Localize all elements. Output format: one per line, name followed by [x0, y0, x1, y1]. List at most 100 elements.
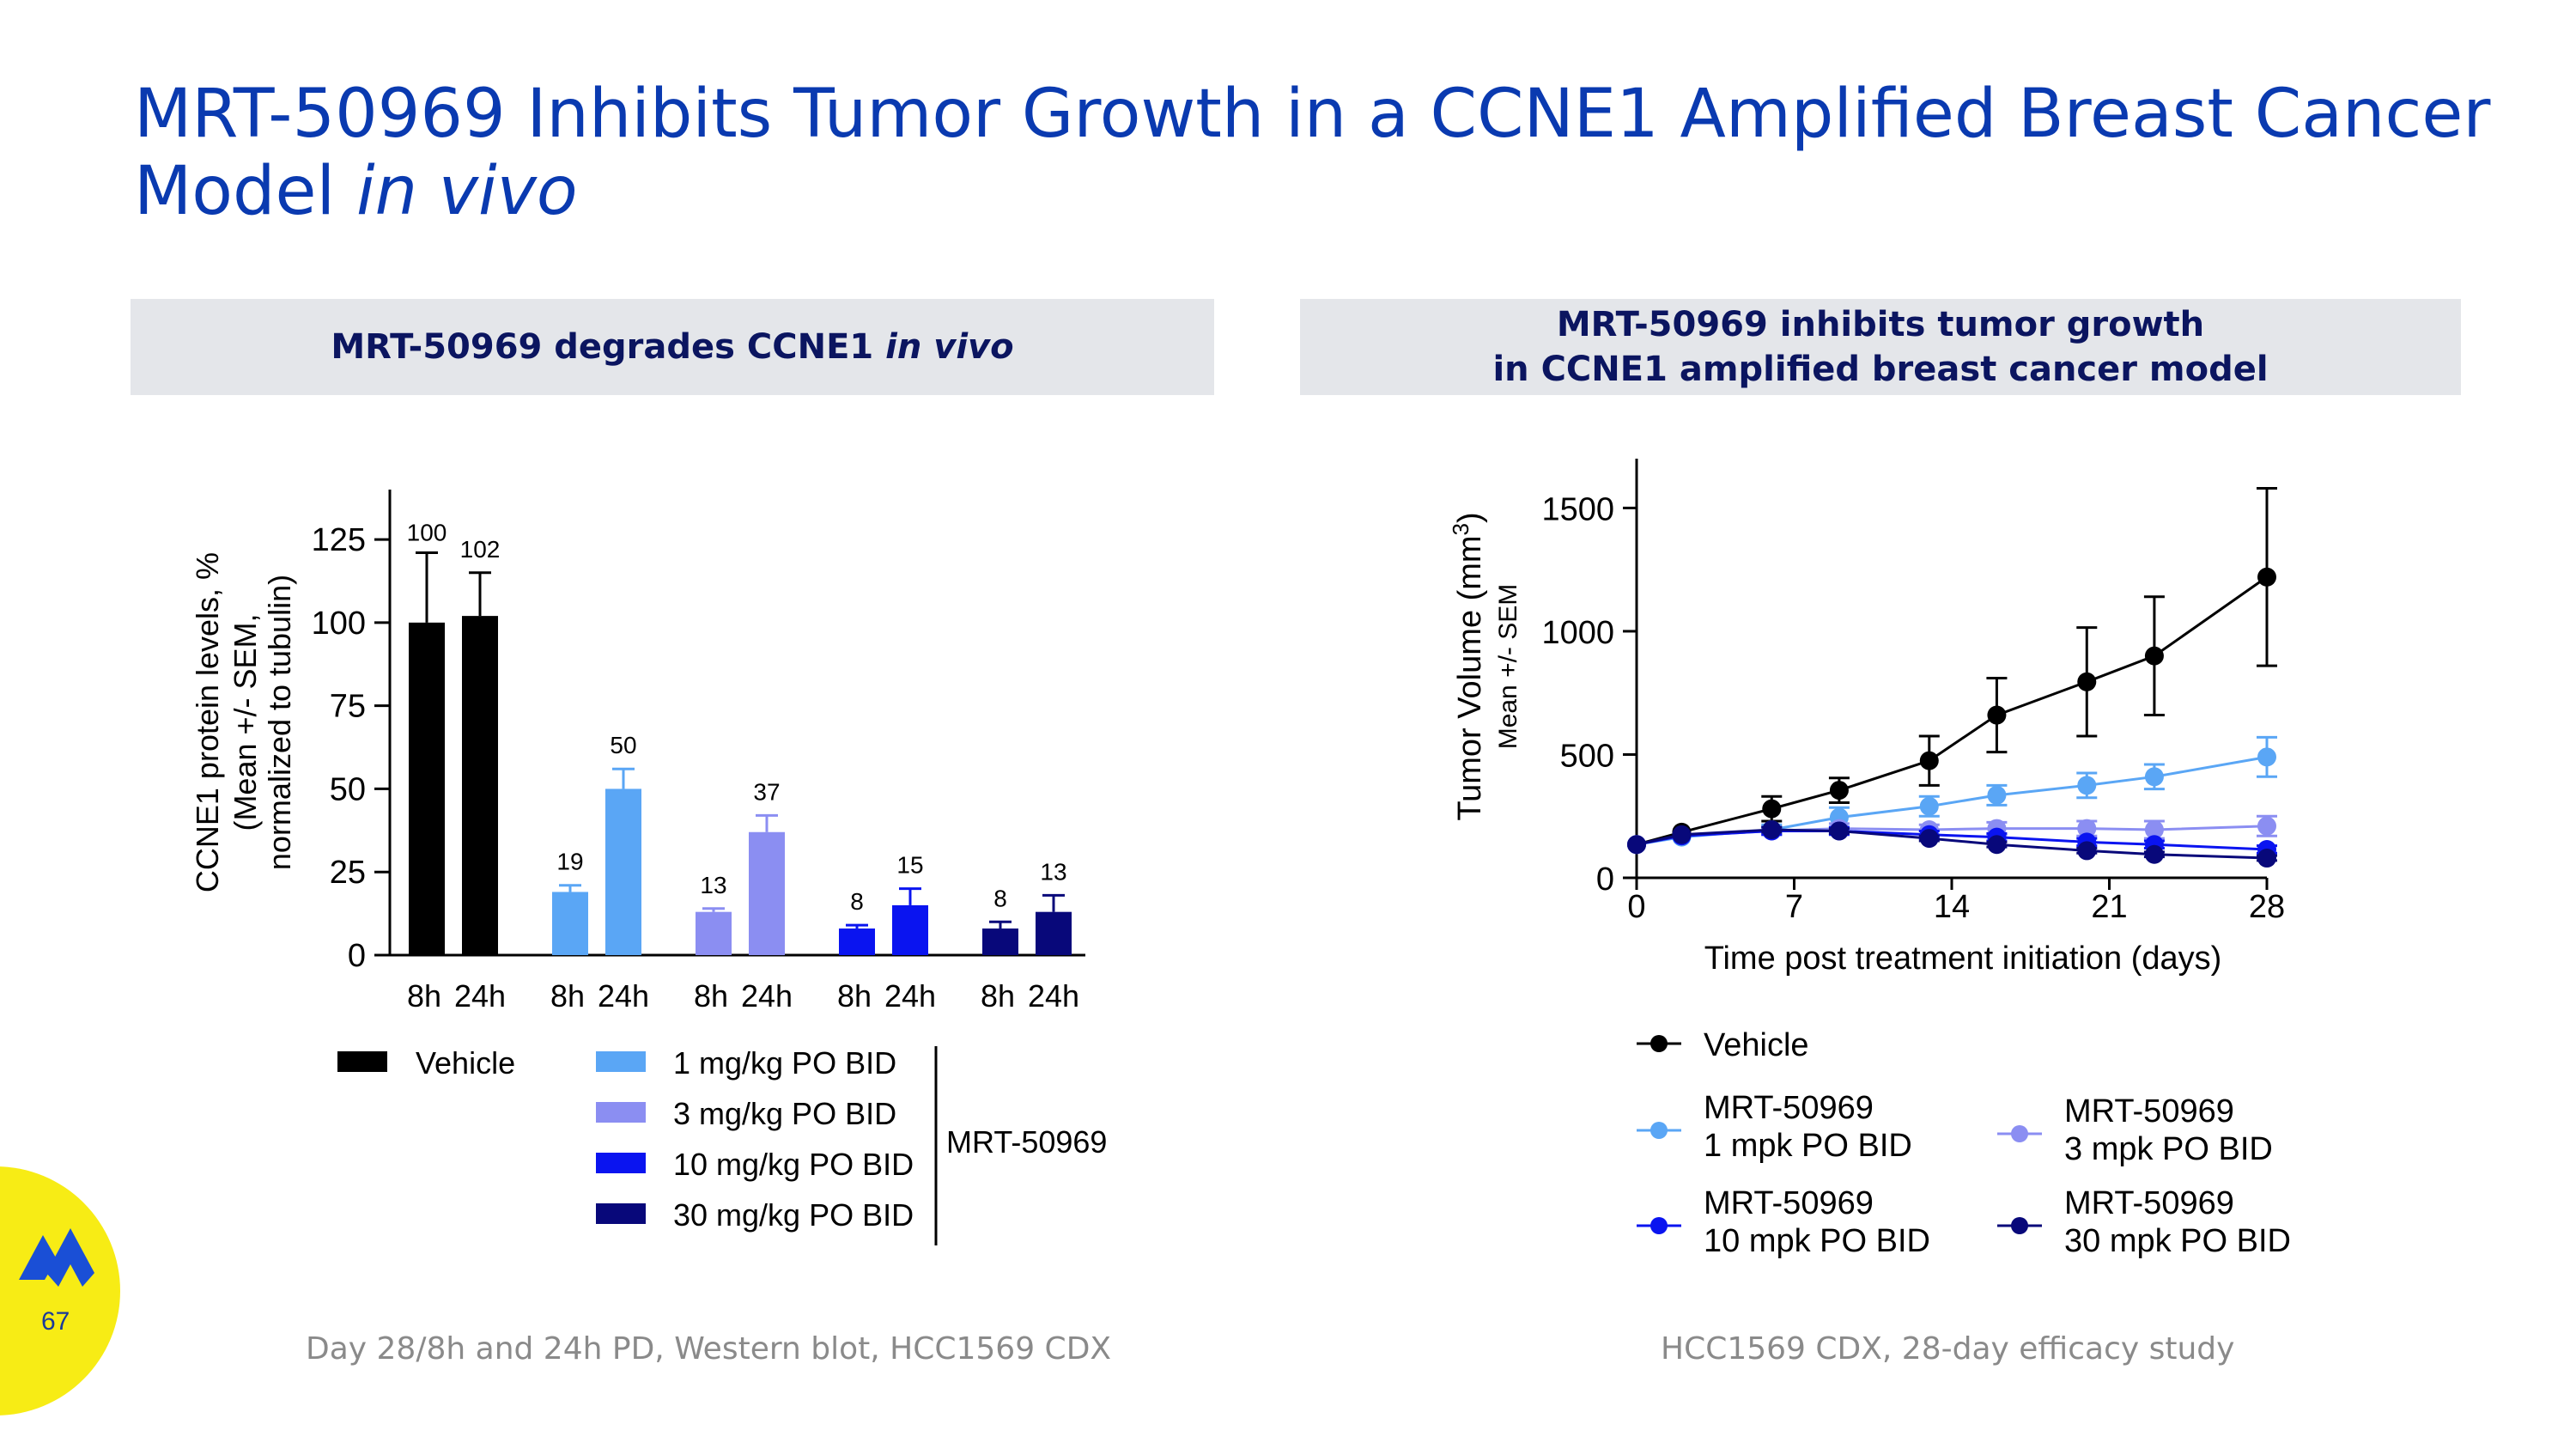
- line-y-axis-sublabel: Mean +/- SEM: [1494, 584, 1522, 750]
- left-panel-heading: MRT-50969 degrades CCNE1 in vivo: [131, 299, 1214, 395]
- line-legend-marker: [2011, 1217, 2028, 1234]
- line-y-label-main: Tumor Volume (mm: [1452, 535, 1488, 820]
- line-x-tick-label: 28: [2249, 889, 2285, 925]
- line-point: [2257, 747, 2276, 767]
- footnote-left: Day 28/8h and 24h PD, Western blot, HCC1…: [306, 1331, 1112, 1367]
- line-point: [1919, 751, 1939, 770]
- line-point: [1762, 820, 1782, 840]
- line-x-tick-label: 14: [1934, 889, 1970, 925]
- bar-data-label: 19: [556, 849, 583, 875]
- bar-x-tick-label: 8h: [407, 978, 441, 1014]
- bar: [1036, 911, 1072, 955]
- left-heading-plain: MRT-50969 degrades CCNE1: [331, 327, 886, 367]
- right-panel-heading: MRT-50969 inhibits tumor growth in CCNE1…: [1300, 299, 2461, 395]
- line-legend-marker: [1650, 1217, 1668, 1234]
- line-point: [2257, 849, 2276, 868]
- bar-x-tick-label: 24h: [741, 978, 793, 1014]
- line-point: [1987, 705, 2007, 725]
- title-line-1: MRT-50969 Inhibits Tumor Growth in a CCN…: [134, 76, 2491, 153]
- bar-legend-label: 1 mg/kg PO BID: [673, 1045, 896, 1081]
- line-legend-marker: [2011, 1125, 2028, 1142]
- bar-data-label: 8: [850, 888, 864, 915]
- line-legend-label: 10 mpk PO BID: [1704, 1223, 1930, 1259]
- page-number: 67: [41, 1307, 70, 1336]
- line-x-tick-label: 0: [1627, 889, 1645, 925]
- line-point: [2077, 819, 2097, 838]
- line-point: [1987, 785, 2007, 805]
- line-point: [1627, 835, 1646, 855]
- line-point: [2257, 816, 2276, 836]
- bar-legend-label: 10 mg/kg PO BID: [673, 1147, 914, 1182]
- line-point: [2257, 567, 2276, 587]
- line-y-tick-label: 1500: [1541, 491, 1614, 527]
- line-y-tick-label: 1000: [1541, 615, 1614, 651]
- line-legend-label: MRT-50969: [1704, 1090, 1874, 1126]
- bar-legend-label: 3 mg/kg PO BID: [673, 1096, 896, 1131]
- bar-data-label: 102: [460, 536, 501, 563]
- bar-data-label: 100: [407, 520, 447, 546]
- bar: [839, 928, 875, 955]
- bar-x-tick-label: 24h: [598, 978, 649, 1014]
- bar-x-tick-label: 24h: [454, 978, 506, 1014]
- line-legend-label: 3 mpk PO BID: [2064, 1131, 2273, 1167]
- page-title: MRT-50969 Inhibits Tumor Growth in a CCN…: [134, 76, 2521, 230]
- bar-data-label: 13: [700, 872, 726, 898]
- line-legend-marker: [1650, 1122, 1668, 1139]
- line-point: [1987, 835, 2007, 855]
- line-series: [1636, 575, 2268, 846]
- bar-x-tick-label: 8h: [837, 978, 872, 1014]
- bar: [552, 892, 588, 955]
- title-line-2-plain: Model: [134, 153, 356, 230]
- bar-x-tick-label: 24h: [1028, 978, 1079, 1014]
- line-point: [2077, 776, 2097, 795]
- bar: [462, 616, 498, 955]
- line-legend-label: 1 mpk PO BID: [1704, 1128, 1912, 1164]
- line-point: [1919, 796, 1939, 816]
- bar-data-label: 13: [1040, 858, 1066, 885]
- line-legend-label: MRT-50969: [2064, 1185, 2234, 1221]
- bar-data-label: 37: [753, 778, 780, 805]
- line-point: [2144, 646, 2164, 666]
- right-heading-line-2: in CCNE1 amplified breast cancer model: [1492, 350, 2269, 389]
- line-point: [2144, 820, 2164, 840]
- line-point: [1919, 829, 1939, 849]
- line-point: [1829, 821, 1849, 841]
- line-point: [2144, 767, 2164, 787]
- line-x-tick-label: 7: [1785, 889, 1803, 925]
- bar-y-axis-label: (Mean +/- SEM,: [228, 613, 263, 831]
- line-x-tick-label: 21: [2091, 889, 2127, 925]
- bar-y-tick-label: 0: [348, 938, 366, 974]
- bar: [605, 788, 641, 955]
- bar-legend-swatch: [596, 1102, 646, 1123]
- bar-y-tick-label: 100: [312, 606, 366, 642]
- line-point: [1672, 825, 1692, 844]
- bar-x-tick-label: 24h: [884, 978, 936, 1014]
- bar-y-tick-label: 125: [312, 522, 366, 558]
- bar-data-label: 8: [993, 885, 1007, 911]
- bar-legend-bracket-label: MRT-50969: [946, 1124, 1107, 1160]
- line-y-tick-label: 500: [1560, 738, 1614, 774]
- line-point: [2077, 841, 2097, 861]
- bar-y-tick-label: 25: [330, 855, 366, 891]
- line-legend-label: Vehicle: [1704, 1027, 1809, 1063]
- line-x-axis-label: Time post treatment initiation (days): [1704, 941, 2222, 977]
- footnote-right: HCC1569 CDX, 28-day efficacy study: [1661, 1331, 2235, 1367]
- bar-y-axis-label: normalized to tubulin): [262, 575, 297, 870]
- line-point: [2144, 844, 2164, 864]
- title-line-2-italic: in vivo: [355, 153, 578, 230]
- bar-y-tick-label: 75: [330, 689, 366, 725]
- bar-y-tick-label: 50: [330, 771, 366, 807]
- line-point: [1829, 781, 1849, 801]
- bar: [892, 904, 928, 955]
- bar-x-tick-label: 8h: [981, 978, 1015, 1014]
- bar-legend-swatch: [596, 1203, 646, 1224]
- bar-legend-label: 30 mg/kg PO BID: [673, 1197, 914, 1233]
- right-heading-line-1: MRT-50969 inhibits tumor growth: [1556, 305, 2205, 344]
- bar-legend-swatch: [596, 1153, 646, 1173]
- bar-data-label: 50: [610, 732, 636, 758]
- left-heading-italic: in vivo: [885, 327, 1014, 367]
- bar-y-axis-label: CCNE1 protein levels, %: [190, 552, 225, 892]
- line-point: [2077, 672, 2097, 691]
- line-point: [1762, 799, 1782, 819]
